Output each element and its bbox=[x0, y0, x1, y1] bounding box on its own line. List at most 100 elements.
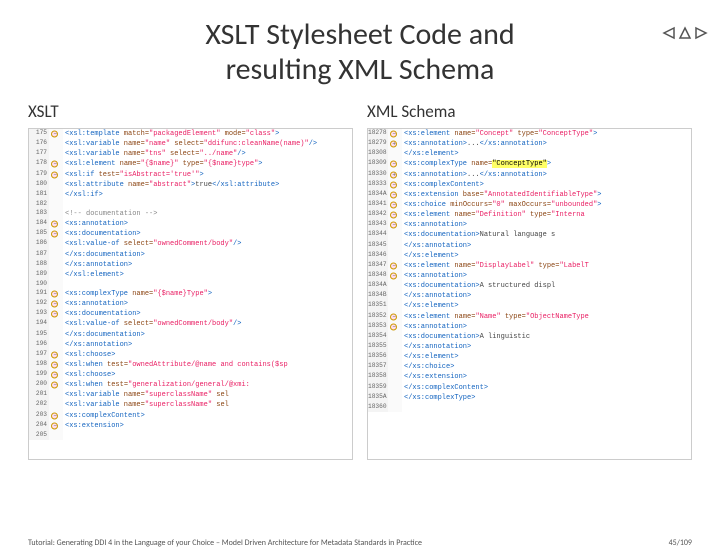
collapse-icon[interactable] bbox=[51, 291, 58, 298]
collapse-icon[interactable] bbox=[390, 202, 397, 209]
nav-prev-icon[interactable] bbox=[662, 26, 676, 40]
fold-gutter[interactable] bbox=[388, 139, 402, 149]
fold-gutter[interactable] bbox=[388, 383, 402, 393]
fold-gutter[interactable] bbox=[388, 261, 402, 271]
fold-gutter[interactable] bbox=[388, 190, 402, 200]
code-content: </xs:annotation> bbox=[402, 241, 691, 251]
fold-gutter[interactable] bbox=[388, 200, 402, 210]
fold-gutter[interactable] bbox=[49, 299, 63, 309]
fold-gutter[interactable] bbox=[388, 251, 402, 261]
fold-gutter[interactable] bbox=[49, 400, 63, 410]
fold-gutter[interactable] bbox=[49, 360, 63, 370]
collapse-icon[interactable] bbox=[390, 191, 397, 198]
fold-gutter[interactable] bbox=[49, 190, 63, 200]
fold-gutter[interactable] bbox=[388, 180, 402, 190]
collapse-icon[interactable] bbox=[51, 131, 58, 138]
collapse-icon[interactable] bbox=[390, 222, 397, 229]
fold-gutter[interactable] bbox=[388, 403, 402, 412]
fold-gutter[interactable] bbox=[49, 280, 63, 289]
code-content: <xs:annotation> bbox=[402, 271, 691, 281]
fold-gutter[interactable] bbox=[49, 139, 63, 149]
nav-up-icon[interactable] bbox=[678, 26, 692, 40]
collapse-icon[interactable] bbox=[390, 262, 397, 269]
fold-gutter[interactable] bbox=[388, 393, 402, 403]
expand-icon[interactable] bbox=[390, 141, 397, 148]
fold-gutter[interactable] bbox=[49, 239, 63, 249]
nav-next-icon[interactable] bbox=[694, 26, 708, 40]
fold-gutter[interactable] bbox=[388, 241, 402, 251]
fold-gutter[interactable] bbox=[49, 229, 63, 239]
fold-gutter[interactable] bbox=[49, 289, 63, 299]
fold-gutter[interactable] bbox=[49, 370, 63, 380]
fold-gutter[interactable] bbox=[388, 129, 402, 139]
collapse-icon[interactable] bbox=[51, 361, 58, 368]
fold-gutter[interactable] bbox=[49, 350, 63, 360]
fold-gutter[interactable] bbox=[388, 362, 402, 372]
fold-gutter[interactable] bbox=[49, 250, 63, 260]
collapse-icon[interactable] bbox=[390, 181, 397, 188]
collapse-icon[interactable] bbox=[51, 412, 58, 419]
fold-gutter[interactable] bbox=[388, 301, 402, 311]
collapse-icon[interactable] bbox=[51, 311, 58, 318]
fold-gutter[interactable] bbox=[388, 312, 402, 322]
fold-gutter[interactable] bbox=[388, 159, 402, 169]
collapse-icon[interactable] bbox=[51, 351, 58, 358]
fold-gutter[interactable] bbox=[388, 332, 402, 342]
line-number: 189 bbox=[29, 270, 49, 280]
code-content: </xs:element> bbox=[402, 251, 691, 261]
collapse-icon[interactable] bbox=[51, 221, 58, 228]
fold-gutter[interactable] bbox=[49, 411, 63, 421]
expand-icon[interactable] bbox=[390, 171, 397, 178]
fold-gutter[interactable] bbox=[49, 200, 63, 209]
collapse-icon[interactable] bbox=[51, 372, 58, 379]
fold-gutter[interactable] bbox=[388, 322, 402, 332]
fold-gutter[interactable] bbox=[388, 291, 402, 301]
fold-gutter[interactable] bbox=[388, 230, 402, 240]
fold-gutter[interactable] bbox=[49, 380, 63, 390]
fold-gutter[interactable] bbox=[49, 180, 63, 190]
code-content: <xsl:variable name="name" select="ddifun… bbox=[63, 139, 352, 149]
collapse-icon[interactable] bbox=[390, 212, 397, 219]
collapse-icon[interactable] bbox=[51, 422, 58, 429]
fold-gutter[interactable] bbox=[49, 421, 63, 431]
line-number: 18359 bbox=[368, 383, 388, 393]
fold-gutter[interactable] bbox=[49, 219, 63, 229]
collapse-icon[interactable] bbox=[390, 131, 397, 138]
fold-gutter[interactable] bbox=[49, 149, 63, 159]
collapse-icon[interactable] bbox=[390, 313, 397, 320]
fold-gutter[interactable] bbox=[49, 340, 63, 350]
fold-gutter[interactable] bbox=[49, 260, 63, 270]
fold-gutter[interactable] bbox=[49, 159, 63, 169]
collapse-icon[interactable] bbox=[51, 171, 58, 178]
fold-gutter[interactable] bbox=[49, 390, 63, 400]
fold-gutter[interactable] bbox=[388, 281, 402, 291]
collapse-icon[interactable] bbox=[51, 382, 58, 389]
code-line: 18359 </xs:complexContent> bbox=[368, 383, 691, 393]
fold-gutter[interactable] bbox=[388, 149, 402, 159]
collapse-icon[interactable] bbox=[51, 161, 58, 168]
fold-gutter[interactable] bbox=[388, 342, 402, 352]
fold-gutter[interactable] bbox=[49, 209, 63, 219]
code-content: </xs:documentation> bbox=[63, 330, 352, 340]
fold-gutter[interactable] bbox=[388, 210, 402, 220]
fold-gutter[interactable] bbox=[388, 352, 402, 362]
fold-gutter[interactable] bbox=[49, 129, 63, 139]
fold-gutter[interactable] bbox=[49, 431, 63, 440]
code-content: </xs:annotation> bbox=[402, 291, 691, 301]
fold-gutter[interactable] bbox=[388, 220, 402, 230]
fold-gutter[interactable] bbox=[388, 372, 402, 382]
fold-gutter[interactable] bbox=[49, 309, 63, 319]
collapse-icon[interactable] bbox=[390, 161, 397, 168]
collapse-icon[interactable] bbox=[390, 273, 397, 280]
collapse-icon[interactable] bbox=[51, 301, 58, 308]
fold-gutter[interactable] bbox=[49, 330, 63, 340]
collapse-icon[interactable] bbox=[390, 323, 397, 330]
fold-gutter[interactable] bbox=[49, 170, 63, 180]
code-line: 18333 <xs:complexContent> bbox=[368, 180, 691, 190]
collapse-icon[interactable] bbox=[51, 231, 58, 238]
fold-gutter[interactable] bbox=[388, 271, 402, 281]
fold-gutter[interactable] bbox=[388, 170, 402, 180]
fold-gutter[interactable] bbox=[49, 319, 63, 329]
code-line: 18352 <xs:element name="Name" type="Obje… bbox=[368, 312, 691, 322]
fold-gutter[interactable] bbox=[49, 270, 63, 280]
